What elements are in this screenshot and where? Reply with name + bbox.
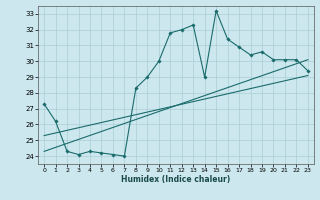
X-axis label: Humidex (Indice chaleur): Humidex (Indice chaleur) (121, 175, 231, 184)
